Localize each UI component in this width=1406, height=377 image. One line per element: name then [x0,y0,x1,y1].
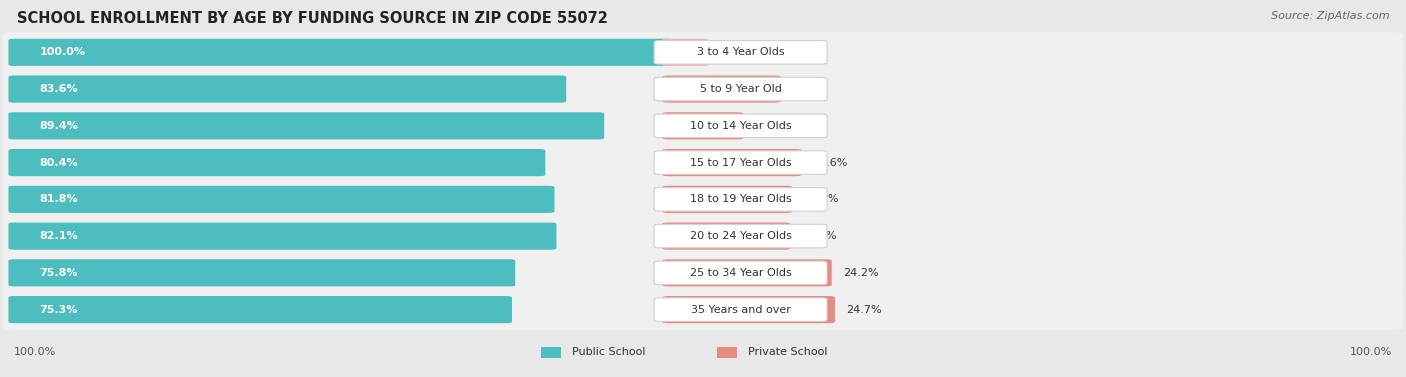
Text: Source: ZipAtlas.com: Source: ZipAtlas.com [1271,11,1389,21]
Text: 83.6%: 83.6% [39,84,77,94]
FancyBboxPatch shape [3,179,1403,219]
FancyBboxPatch shape [662,39,709,66]
Text: 18.2%: 18.2% [804,194,839,204]
Text: 35 Years and over: 35 Years and over [690,305,790,315]
FancyBboxPatch shape [8,75,567,103]
FancyBboxPatch shape [654,114,827,138]
FancyBboxPatch shape [662,222,790,250]
FancyBboxPatch shape [717,347,737,358]
Text: Public School: Public School [572,348,645,357]
FancyBboxPatch shape [8,39,673,66]
FancyBboxPatch shape [654,188,827,211]
FancyBboxPatch shape [654,151,827,174]
Text: 18 to 19 Year Olds: 18 to 19 Year Olds [690,194,792,204]
FancyBboxPatch shape [3,253,1403,293]
FancyBboxPatch shape [8,149,546,176]
FancyBboxPatch shape [654,261,827,285]
Text: 75.3%: 75.3% [39,305,77,315]
Text: 80.4%: 80.4% [39,158,77,168]
FancyBboxPatch shape [8,222,557,250]
FancyBboxPatch shape [3,216,1403,256]
FancyBboxPatch shape [3,290,1403,330]
FancyBboxPatch shape [662,296,835,323]
Text: 5 to 9 Year Old: 5 to 9 Year Old [700,84,782,94]
FancyBboxPatch shape [662,259,832,287]
Text: Private School: Private School [748,348,828,357]
FancyBboxPatch shape [3,142,1403,183]
FancyBboxPatch shape [654,41,827,64]
Text: 15 to 17 Year Olds: 15 to 17 Year Olds [690,158,792,168]
Text: 10 to 14 Year Olds: 10 to 14 Year Olds [690,121,792,131]
Text: 10.7%: 10.7% [755,121,790,131]
FancyBboxPatch shape [662,75,780,103]
Text: 25 to 34 Year Olds: 25 to 34 Year Olds [690,268,792,278]
Text: 19.6%: 19.6% [813,158,848,168]
Text: SCHOOL ENROLLMENT BY AGE BY FUNDING SOURCE IN ZIP CODE 55072: SCHOOL ENROLLMENT BY AGE BY FUNDING SOUR… [17,11,607,26]
FancyBboxPatch shape [654,224,827,248]
FancyBboxPatch shape [662,149,801,176]
Text: 81.8%: 81.8% [39,194,77,204]
FancyBboxPatch shape [654,298,827,321]
FancyBboxPatch shape [8,186,554,213]
Text: 17.9%: 17.9% [801,231,837,241]
FancyBboxPatch shape [8,112,605,139]
FancyBboxPatch shape [3,106,1403,146]
Text: 3 to 4 Year Olds: 3 to 4 Year Olds [697,47,785,57]
FancyBboxPatch shape [541,347,561,358]
Text: 100.0%: 100.0% [14,348,56,357]
Text: 89.4%: 89.4% [39,121,79,131]
Text: 24.2%: 24.2% [844,268,879,278]
Text: 100.0%: 100.0% [1350,348,1392,357]
Text: 82.1%: 82.1% [39,231,77,241]
Text: 100.0%: 100.0% [39,47,86,57]
Text: 20 to 24 Year Olds: 20 to 24 Year Olds [690,231,792,241]
FancyBboxPatch shape [8,259,515,287]
FancyBboxPatch shape [654,77,827,101]
Text: 75.8%: 75.8% [39,268,77,278]
FancyBboxPatch shape [662,186,793,213]
FancyBboxPatch shape [3,32,1403,72]
FancyBboxPatch shape [662,112,744,139]
FancyBboxPatch shape [3,69,1403,109]
Text: 16.4%: 16.4% [792,84,827,94]
Text: 0.0%: 0.0% [720,47,748,57]
FancyBboxPatch shape [8,296,512,323]
Text: 24.7%: 24.7% [846,305,882,315]
